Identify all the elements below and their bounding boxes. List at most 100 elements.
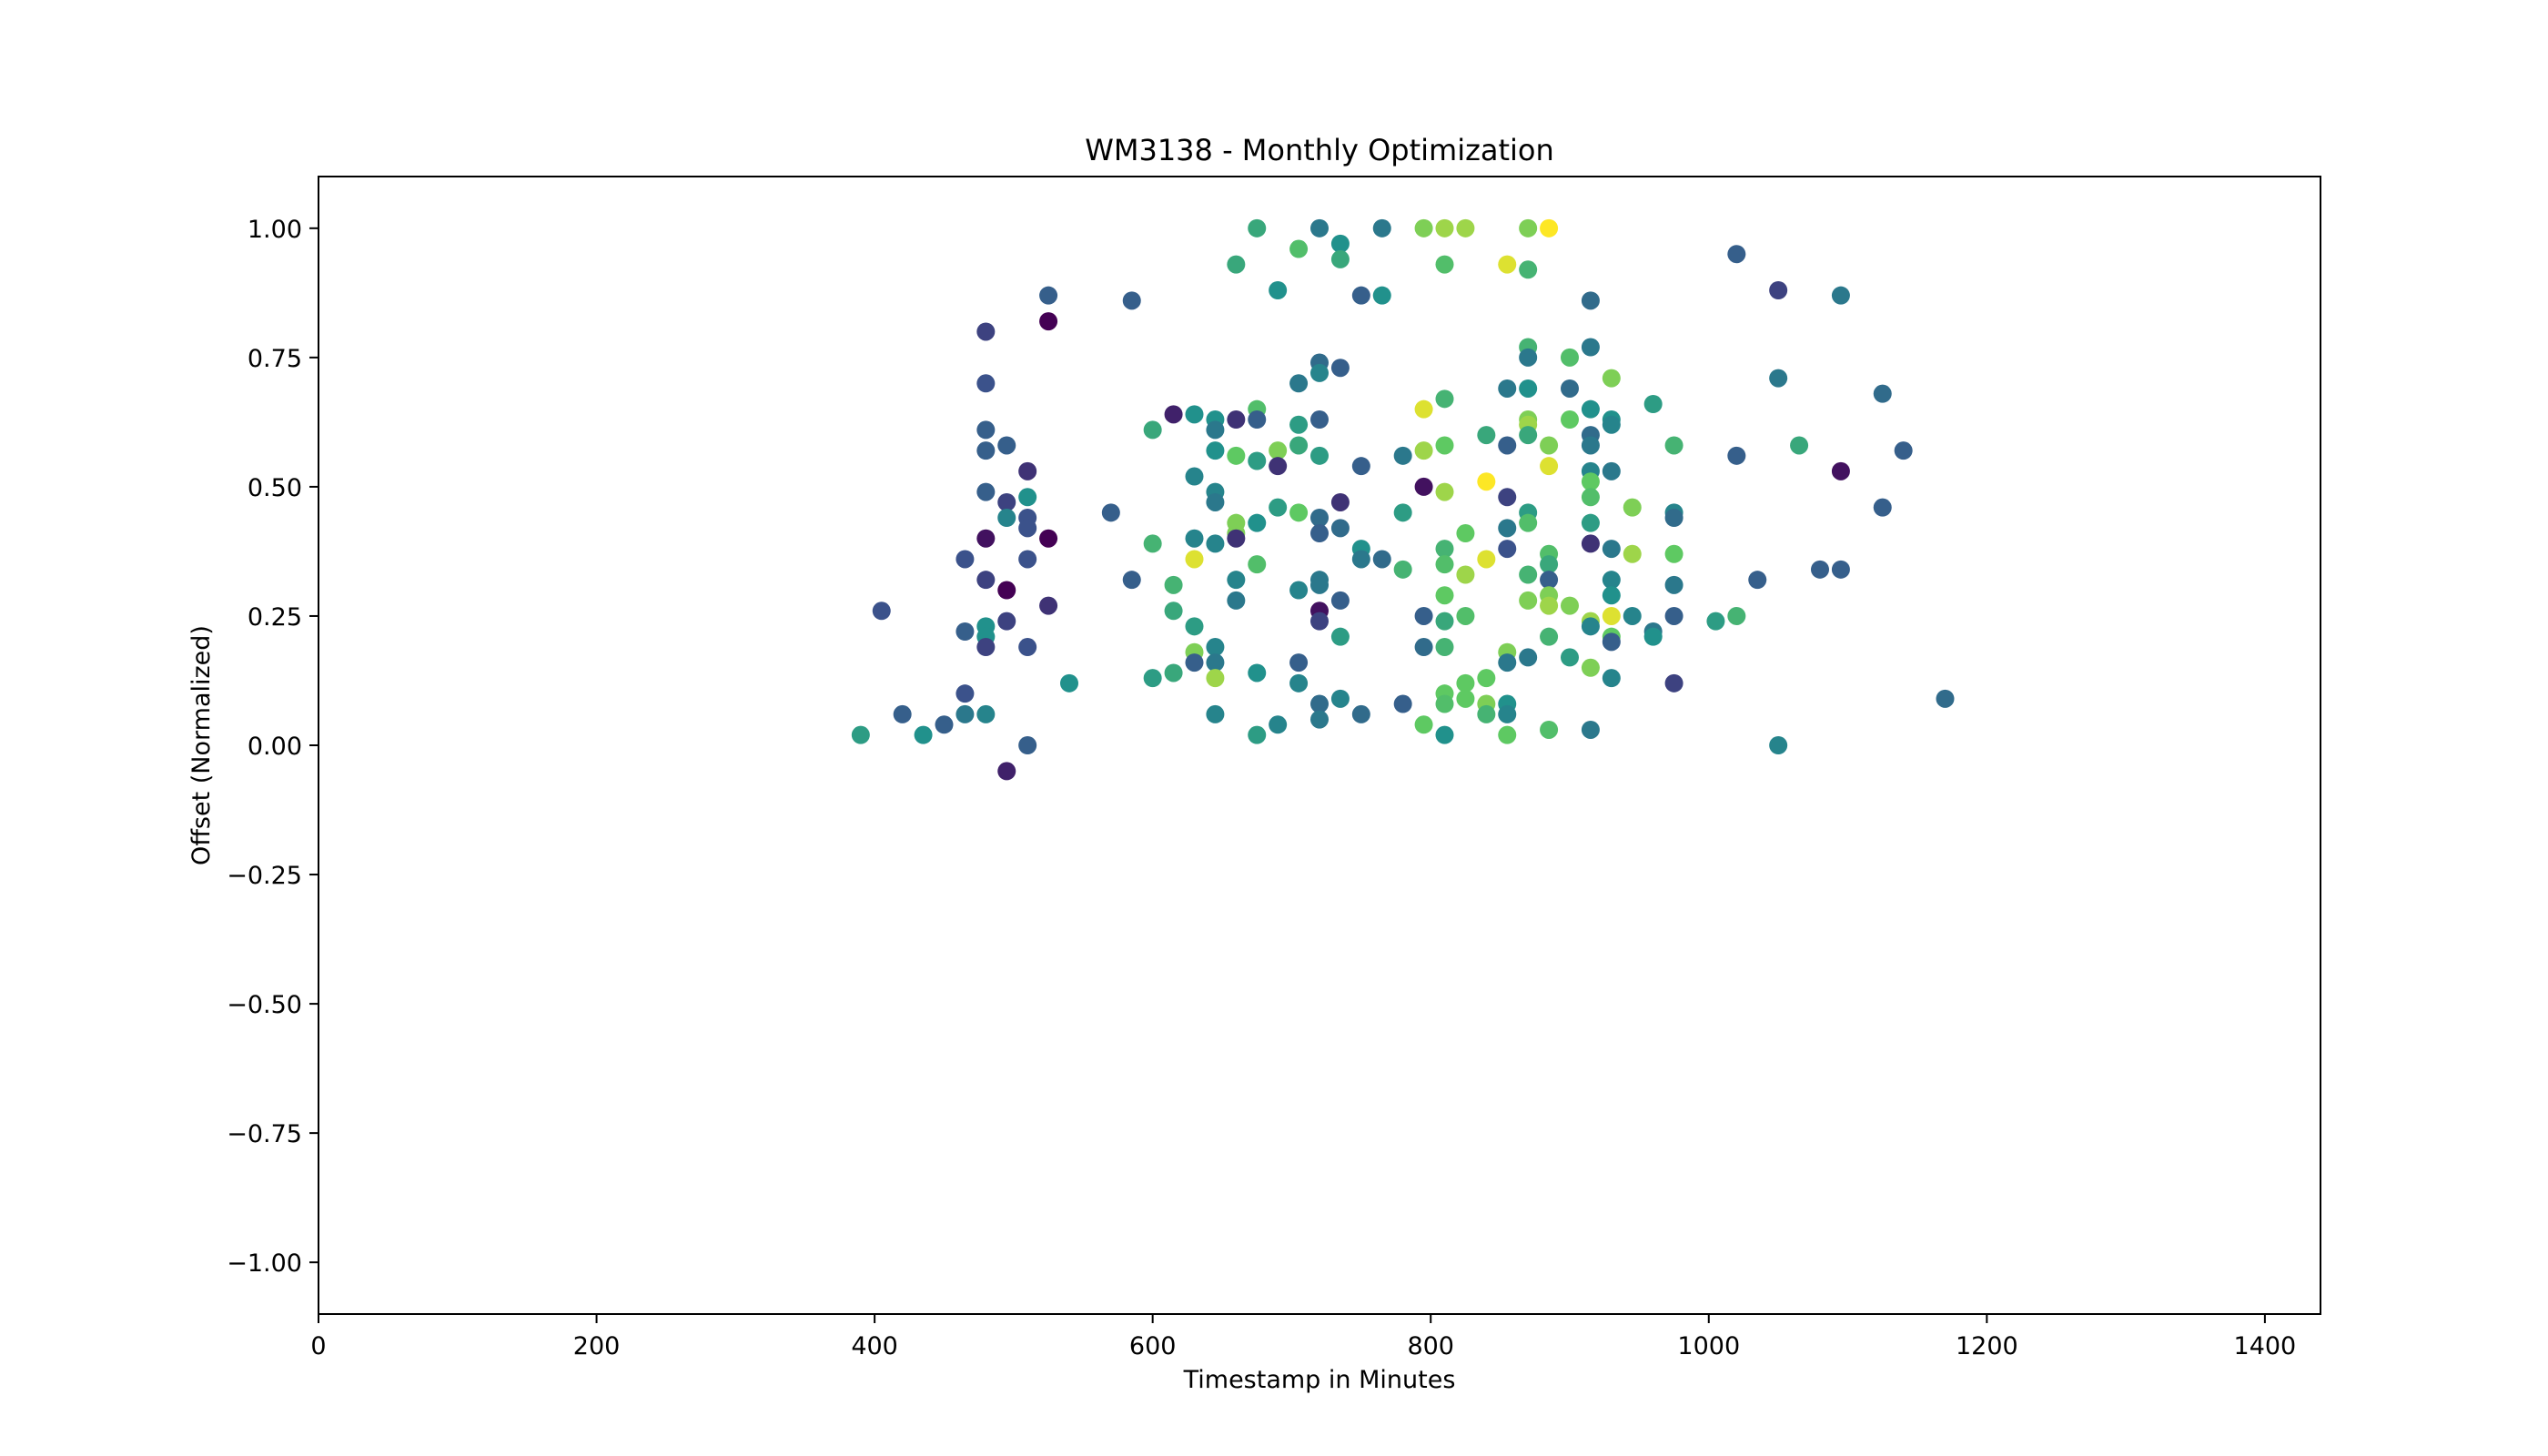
data-point xyxy=(1289,581,1309,600)
data-point xyxy=(1351,286,1370,305)
y-tick-label: 1.00 xyxy=(248,216,302,244)
data-point xyxy=(1414,441,1433,460)
data-point xyxy=(1519,648,1538,667)
data-point xyxy=(1227,255,1246,274)
data-point xyxy=(1185,467,1204,486)
data-point xyxy=(1143,420,1162,440)
data-point xyxy=(1519,513,1538,532)
data-point xyxy=(1206,420,1225,440)
data-point xyxy=(1602,369,1621,388)
data-point xyxy=(1623,544,1642,563)
data-point xyxy=(1393,694,1412,713)
data-point xyxy=(1706,612,1725,631)
data-point xyxy=(1248,725,1267,744)
data-point xyxy=(1581,488,1600,507)
data-point xyxy=(997,762,1016,781)
data-point xyxy=(1664,509,1684,527)
data-point xyxy=(1623,606,1642,625)
data-point xyxy=(1519,379,1538,398)
data-point xyxy=(1581,658,1600,677)
data-point xyxy=(1873,498,1892,517)
data-point xyxy=(1602,415,1621,434)
data-point xyxy=(1185,550,1204,569)
data-point xyxy=(1310,509,1329,527)
x-tick-label: 600 xyxy=(1129,1332,1177,1360)
data-point xyxy=(1602,586,1621,605)
data-point xyxy=(997,492,1016,511)
data-point xyxy=(1540,457,1559,476)
data-point xyxy=(1018,488,1037,507)
y-tick-label: 0.25 xyxy=(248,603,302,632)
data-point xyxy=(1414,715,1433,734)
data-point xyxy=(1561,410,1579,430)
data-point xyxy=(1602,669,1621,688)
y-tick-label: −0.50 xyxy=(227,991,302,1019)
data-point xyxy=(1310,363,1329,382)
data-point xyxy=(1289,503,1309,522)
data-point xyxy=(1289,436,1309,455)
data-point xyxy=(1664,436,1684,455)
chart-title: WM3138 - Monthly Optimization xyxy=(1085,133,1554,167)
data-point xyxy=(1581,720,1600,739)
data-point xyxy=(976,638,996,657)
data-point xyxy=(956,550,975,569)
data-point xyxy=(1185,653,1204,672)
data-point xyxy=(1227,571,1246,590)
data-point xyxy=(976,704,996,723)
data-point xyxy=(1727,245,1746,264)
y-tick-label: 0.50 xyxy=(248,474,302,502)
data-point xyxy=(1873,384,1892,403)
data-point xyxy=(1498,519,1517,538)
data-point xyxy=(956,704,975,723)
data-point xyxy=(1122,571,1141,590)
data-point xyxy=(1289,673,1309,693)
data-point xyxy=(1164,405,1183,424)
data-point xyxy=(1310,694,1329,713)
data-point xyxy=(1561,596,1579,615)
data-point xyxy=(1477,669,1496,688)
data-point xyxy=(1769,281,1788,299)
data-point xyxy=(1435,638,1454,657)
data-point xyxy=(1664,544,1684,563)
x-tick-label: 1400 xyxy=(2234,1332,2297,1360)
y-axis: 1.00 0.75 0.50 0.25 0.00 −0.25 −0.50 −0.75 −1.00 xyxy=(227,216,318,1278)
data-point xyxy=(1435,725,1454,744)
data-point xyxy=(1602,632,1621,652)
data-point xyxy=(1018,550,1037,569)
data-point xyxy=(851,725,870,744)
data-point xyxy=(1435,436,1454,455)
data-point xyxy=(1248,513,1267,532)
data-point xyxy=(1310,612,1329,631)
data-point xyxy=(1393,503,1412,522)
data-point xyxy=(1269,281,1288,299)
data-point xyxy=(1206,534,1225,553)
data-point xyxy=(1185,617,1204,636)
data-point xyxy=(1039,312,1058,331)
data-point xyxy=(1351,550,1370,569)
data-point xyxy=(976,571,996,590)
data-point xyxy=(1372,218,1391,238)
data-point xyxy=(1122,291,1141,310)
data-point xyxy=(1727,606,1746,625)
data-point xyxy=(1372,286,1391,305)
y-tick-label: −0.75 xyxy=(227,1120,302,1148)
data-point xyxy=(1289,415,1309,434)
data-point xyxy=(1456,218,1475,238)
data-point xyxy=(1330,519,1350,538)
data-point xyxy=(1330,627,1350,646)
data-point xyxy=(976,529,996,548)
data-point xyxy=(1330,689,1350,708)
data-point xyxy=(1310,710,1329,729)
data-point xyxy=(1018,519,1037,538)
data-point xyxy=(1456,565,1475,584)
x-axis: 0 200 400 600 800 1000 1200 1400 xyxy=(310,1314,2296,1360)
points-layer xyxy=(851,218,1955,781)
x-tick-label: 400 xyxy=(851,1332,898,1360)
data-point xyxy=(1227,446,1246,465)
data-point xyxy=(1831,286,1850,305)
data-point xyxy=(1519,348,1538,367)
data-point xyxy=(1269,498,1288,517)
data-point xyxy=(1330,492,1350,511)
data-point xyxy=(1414,606,1433,625)
